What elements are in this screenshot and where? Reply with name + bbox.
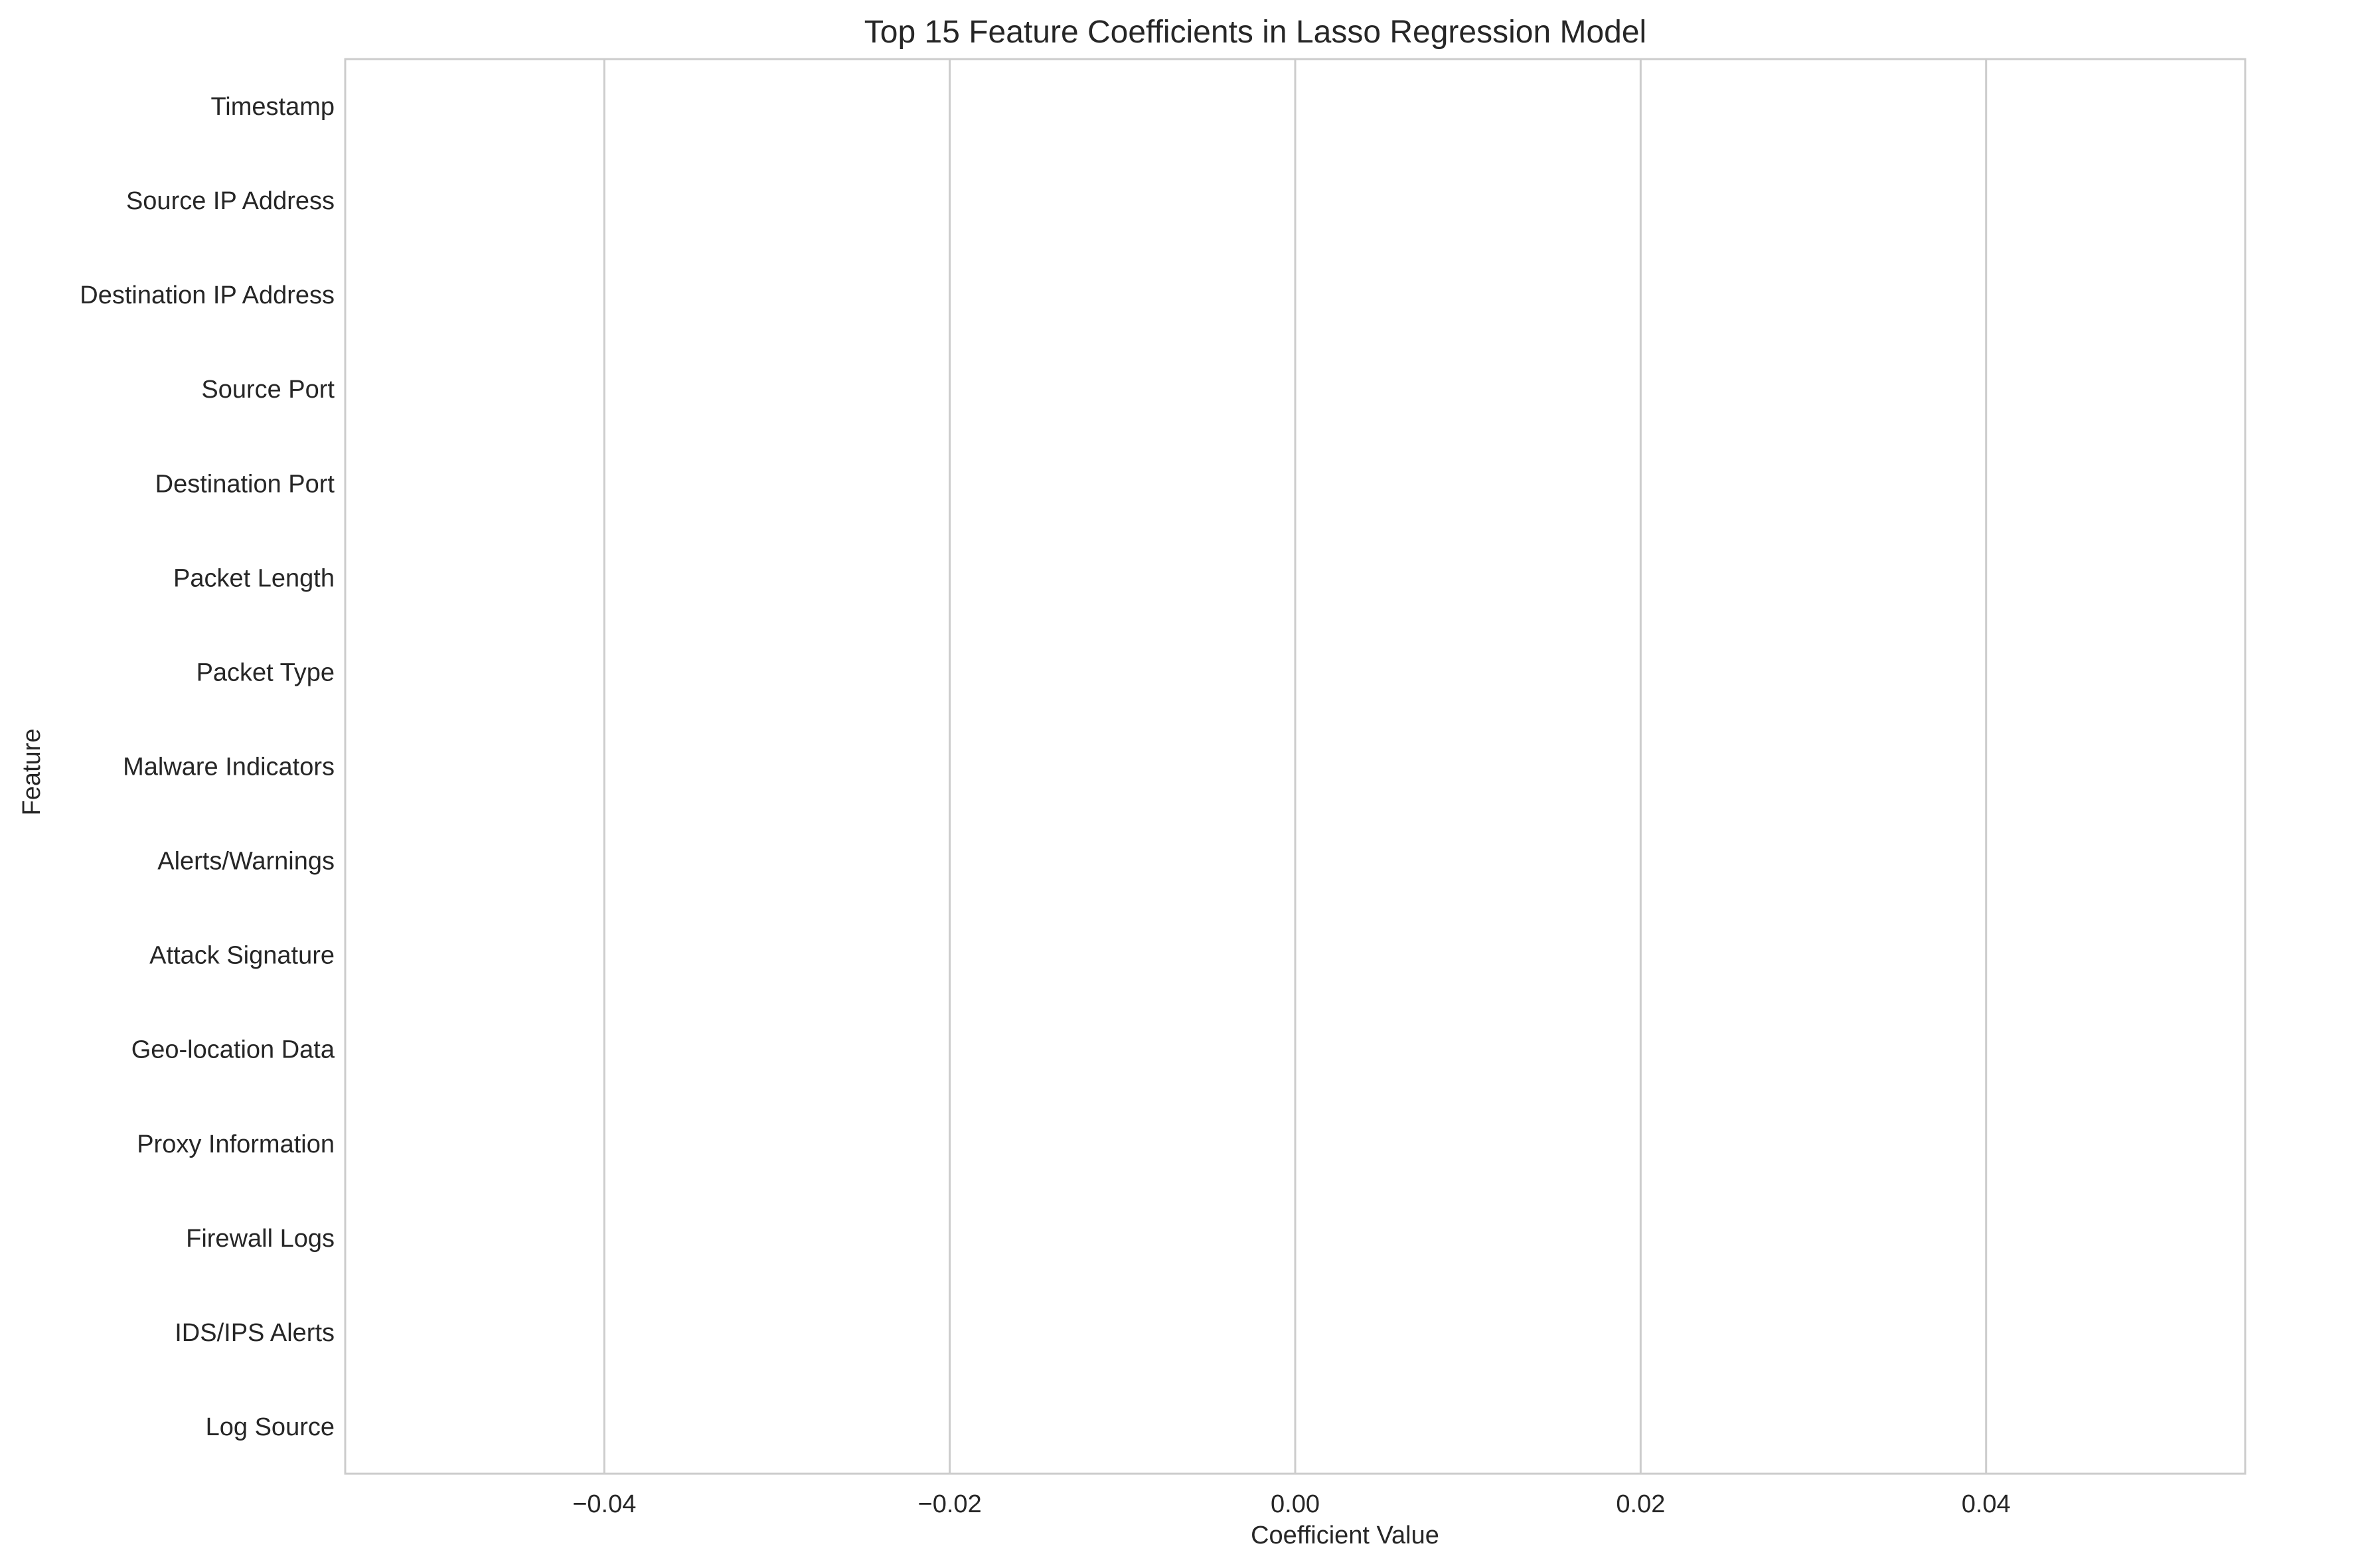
x-axis-label: Coefficient Value [1251,1522,1439,1549]
y-tick-label: Attack Signature [149,942,335,970]
y-tick-label: Malware Indicators [123,753,335,781]
y-tick-label: Source IP Address [126,187,335,215]
y-tick-label: Packet Type [197,659,335,686]
x-tick-label: 0.04 [1962,1490,2011,1518]
y-tick-label: IDS/IPS Alerts [175,1319,335,1347]
y-tick-label: Firewall Logs [186,1225,335,1253]
y-tick-label: Timestamp [210,93,335,121]
x-tick-label: 0.02 [1616,1490,1665,1518]
y-tick-label: Source Port [201,376,335,404]
y-tick-label: Log Source [206,1413,335,1441]
y-tick-label: Proxy Information [137,1131,335,1158]
y-tick-label: Geo-location Data [131,1036,335,1064]
chart-title: Top 15 Feature Coefficients in Lasso Reg… [864,15,1646,50]
y-tick-label: Destination IP Address [80,281,335,309]
x-tick-label: −0.04 [572,1490,636,1518]
x-tick-label: −0.02 [918,1490,982,1518]
gridlines [603,59,1988,1474]
y-tick-label: Packet Length [173,564,335,592]
y-axis-label: Feature [18,729,46,816]
x-tick-labels: −0.04 −0.02 0.00 0.02 0.04 [572,1490,2011,1518]
y-tick-label: Alerts/Warnings [157,848,335,876]
y-tick-label: Destination Port [155,470,335,498]
y-tick-labels: Timestamp Source IP Address Destination IP… [80,93,335,1441]
x-tick-label: 0.00 [1271,1490,1320,1518]
plot-frame [344,58,2247,1475]
